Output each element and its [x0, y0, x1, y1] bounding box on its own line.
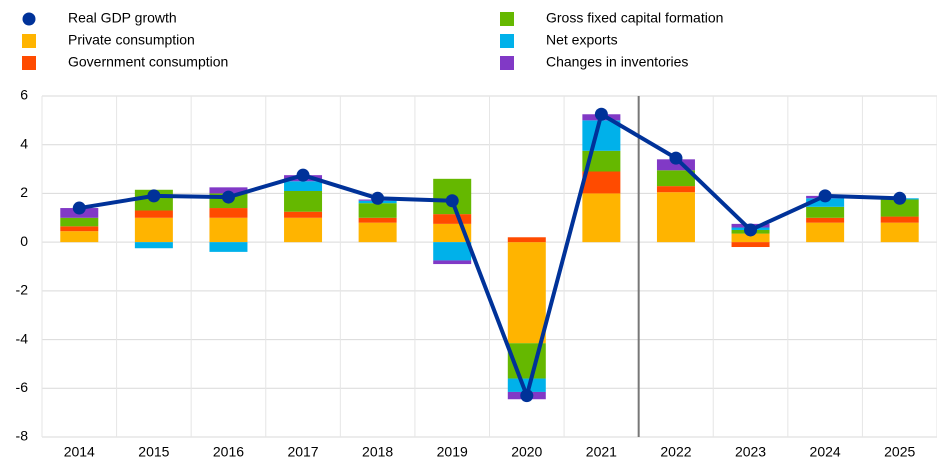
bar-segment	[358, 203, 397, 218]
bar-segment	[880, 222, 919, 243]
bar-segment	[507, 237, 546, 243]
x-tick-label: 2022	[660, 444, 691, 460]
line-point	[296, 168, 310, 182]
bar-segment	[284, 181, 323, 191]
line-point	[818, 189, 832, 203]
bar-segment	[60, 231, 99, 243]
bar-segment	[134, 210, 173, 218]
bar-segment	[806, 198, 845, 207]
bar-segment	[284, 190, 323, 212]
bar-segment	[731, 242, 770, 248]
bar-segment	[880, 199, 919, 217]
line	[78, 112, 900, 398]
bar-segment	[806, 206, 845, 218]
legend-label: Net exports	[546, 32, 618, 48]
x-tick-label: 2016	[213, 444, 244, 460]
bar-segment	[582, 171, 621, 194]
line-point	[445, 194, 459, 208]
bar-segment	[731, 233, 770, 243]
y-tick-label: 0	[20, 233, 28, 249]
legend-marker	[500, 34, 514, 48]
y-tick-label: -6	[16, 379, 29, 395]
bar-segment	[134, 242, 173, 249]
x-tick-label: 2020	[511, 444, 542, 460]
x-tick-label: 2019	[437, 444, 468, 460]
bar-segment	[284, 211, 323, 218]
legend-label: Real GDP growth	[68, 10, 177, 26]
bar-segment	[656, 186, 695, 193]
legend-label: Government consumption	[68, 54, 228, 70]
bar-segment	[433, 260, 472, 265]
x-tick-label: 2014	[64, 444, 95, 460]
bar-segment	[656, 192, 695, 243]
line-point	[147, 189, 161, 203]
legend-marker	[22, 56, 36, 70]
line-point	[744, 223, 758, 237]
bar-segment	[358, 222, 397, 243]
bar-segment	[60, 226, 99, 232]
line-point	[371, 191, 385, 205]
legend-marker	[500, 12, 514, 26]
legend-label: Gross fixed capital formation	[546, 10, 723, 26]
bar-segment	[60, 217, 99, 227]
legend-marker	[22, 12, 36, 26]
bar-segment	[433, 214, 472, 224]
line-point	[669, 151, 683, 165]
bar-segment	[433, 242, 472, 261]
x-tick-label: 2025	[884, 444, 915, 460]
bar-segment	[209, 242, 248, 252]
x-tick-label: 2017	[287, 444, 318, 460]
y-tick-label: -4	[16, 330, 29, 346]
x-tick-label: 2024	[810, 444, 841, 460]
bar-segment	[134, 217, 173, 243]
bar-segment	[656, 170, 695, 187]
bar-segment	[209, 208, 248, 218]
bar-segment	[507, 378, 546, 392]
bar-segment	[284, 217, 323, 243]
bar-segment	[582, 193, 621, 243]
x-tick-label: 2021	[586, 444, 617, 460]
bar-segment	[209, 187, 248, 194]
y-tick-label: 2	[20, 184, 28, 200]
line-point	[893, 191, 907, 205]
bar-segment	[806, 222, 845, 243]
bar-segment	[209, 217, 248, 243]
y-tick-label: -2	[16, 282, 29, 298]
x-tick-label: 2023	[735, 444, 766, 460]
legend-marker	[22, 34, 36, 48]
y-tick-label: -8	[16, 428, 29, 444]
line-point	[520, 389, 534, 403]
y-tick-label: 4	[20, 135, 28, 151]
bar-segment	[507, 242, 546, 344]
legend-label: Changes in inventories	[546, 54, 688, 70]
bar-segment	[806, 217, 845, 223]
bar-segment	[358, 217, 397, 223]
x-tick-label: 2015	[138, 444, 169, 460]
y-tick-label: 6	[20, 87, 28, 103]
line-point	[594, 107, 608, 121]
line-point	[221, 190, 235, 204]
line-point	[72, 201, 86, 215]
x-tick-label: 2018	[362, 444, 393, 460]
legend-marker	[500, 56, 514, 70]
bar-segment	[656, 159, 695, 171]
bar-segment	[582, 120, 621, 151]
bar-segment	[880, 216, 919, 223]
legend-label: Private consumption	[68, 32, 195, 48]
